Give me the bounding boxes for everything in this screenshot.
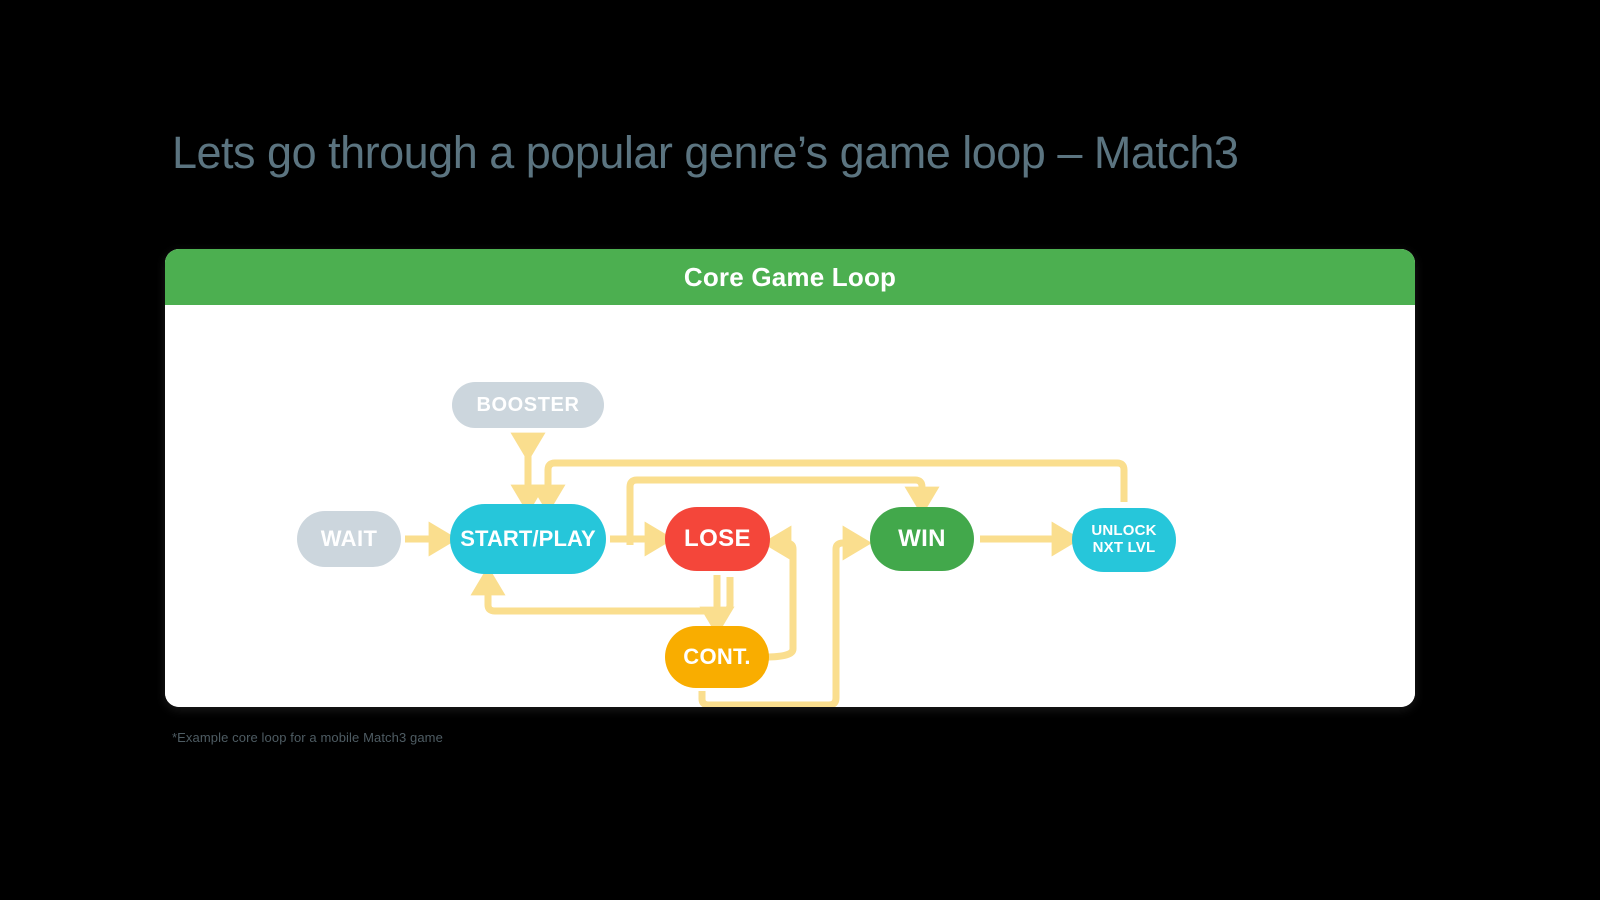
card-header-title: Core Game Loop: [683, 261, 897, 292]
node-lose[interactable]: LOSE: [665, 507, 770, 571]
node-win[interactable]: WIN: [870, 507, 974, 571]
edge-cont-to-lose: [762, 525, 797, 661]
card-body: WAIT BOOSTER START/PLAY LOSE CONT. WIN U…: [165, 305, 1415, 707]
node-unlock-line2: NXT LVL: [1092, 539, 1156, 556]
edge-unlock-to-startplay: [530, 459, 1128, 514]
page-title: Lets go through a popular genre’s game l…: [172, 127, 1239, 178]
edge-lose-to-startplay: [470, 566, 734, 615]
card-header: Core Game Loop: [165, 249, 1415, 305]
node-wait[interactable]: WAIT: [297, 511, 401, 567]
node-booster[interactable]: BOOSTER: [452, 382, 604, 428]
edge-cont-to-win: [698, 525, 872, 707]
footnote: *Example core loop for a mobile Match3 g…: [172, 730, 443, 745]
core-game-loop-card: Core Game Loop: [165, 249, 1415, 707]
flow-arrows: [405, 432, 1128, 707]
node-cont[interactable]: CONT.: [665, 626, 769, 688]
edge-startplay-to-win: [626, 476, 940, 545]
node-unlock-next-level[interactable]: UNLOCK NXT LVL: [1072, 508, 1176, 572]
node-unlock-line1: UNLOCK: [1091, 522, 1157, 540]
node-start-play[interactable]: START/PLAY: [450, 504, 606, 574]
